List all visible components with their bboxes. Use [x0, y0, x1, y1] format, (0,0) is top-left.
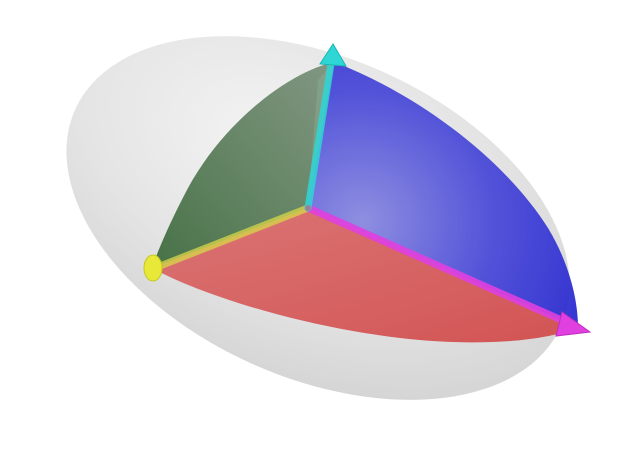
octant-face-red — [152, 208, 578, 343]
axis-yellow-arrowhead — [143, 254, 163, 282]
axis-yellow — [143, 204, 312, 282]
axis-cyan-arrowhead — [319, 43, 347, 67]
origin-point — [305, 205, 311, 211]
axis-magenta — [304, 204, 592, 337]
octant-face-green — [152, 62, 334, 268]
axis-cyan — [304, 43, 347, 212]
octant-face-blue — [308, 62, 578, 328]
axis-magenta-arrowhead — [555, 311, 592, 337]
